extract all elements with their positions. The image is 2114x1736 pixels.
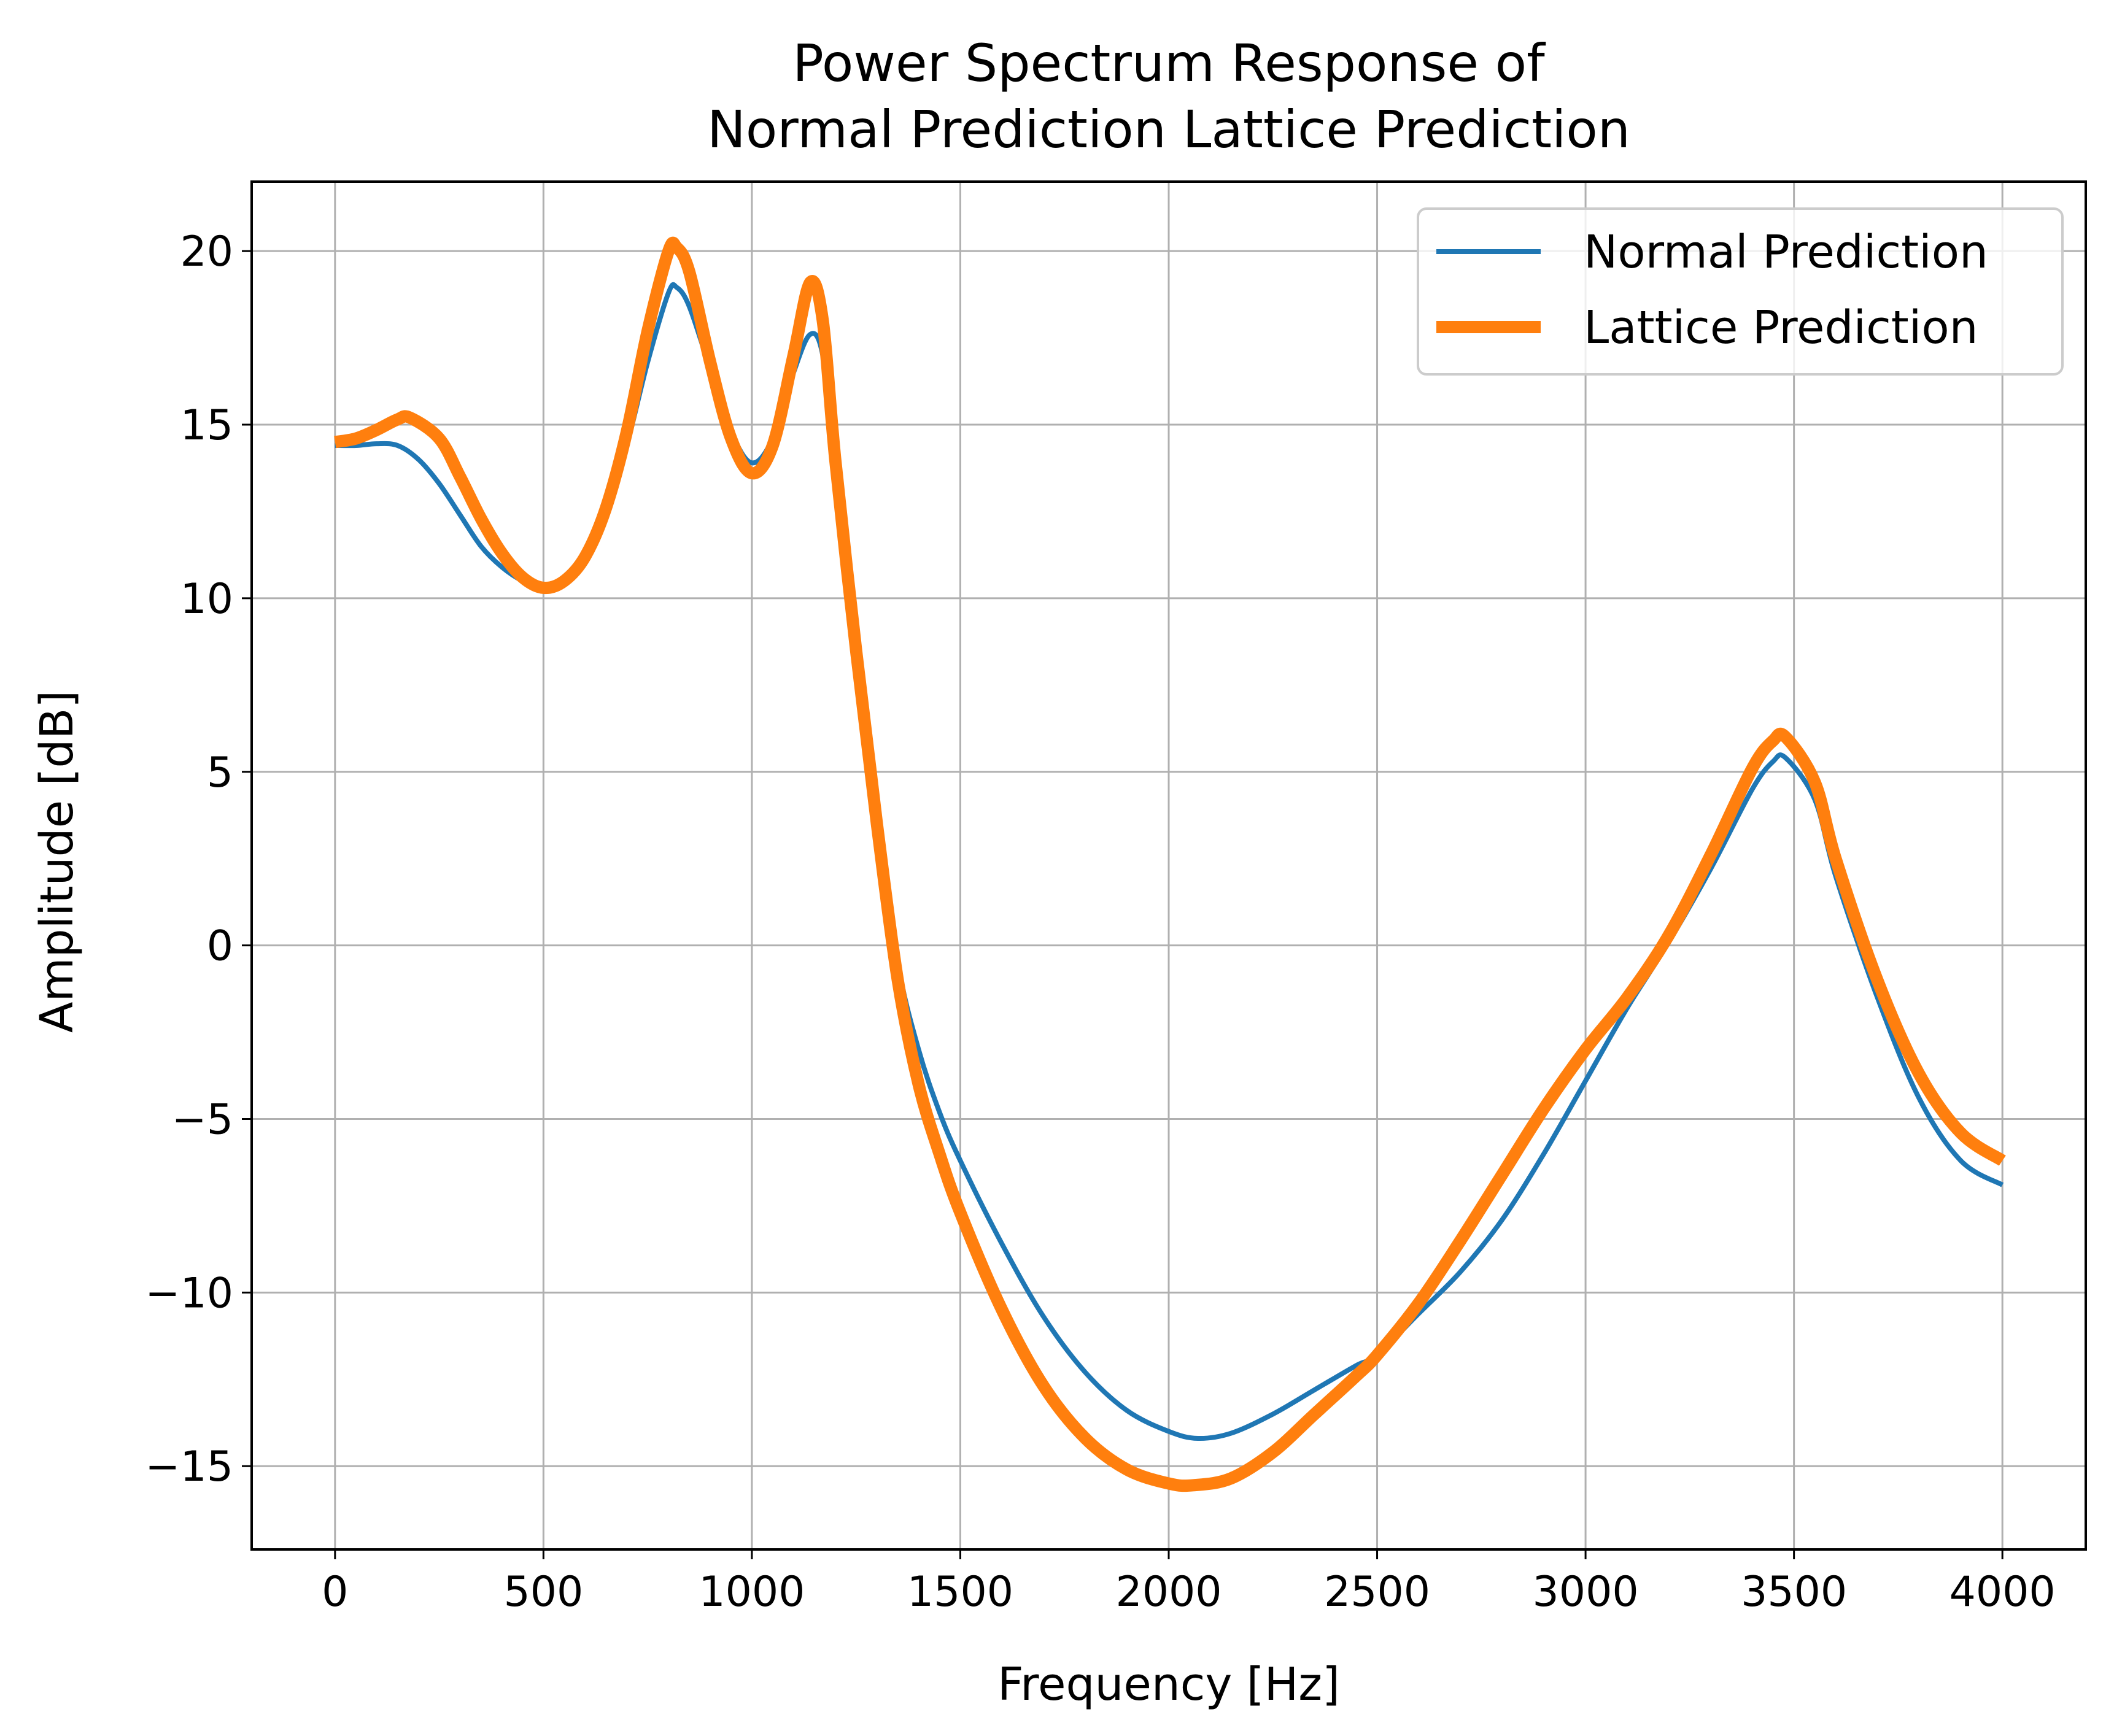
x-tick-label: 4000 xyxy=(1949,1568,2056,1616)
grid-lines xyxy=(252,182,2086,1549)
y-tick-label: 0 xyxy=(207,922,233,971)
legend-box xyxy=(1417,207,2064,376)
legend-label-lattice-prediction: Lattice Prediction xyxy=(1584,301,1978,354)
x-tick-label: 500 xyxy=(503,1568,583,1616)
x-tick-label: 2000 xyxy=(1115,1568,1222,1616)
y-tick-label: −15 xyxy=(145,1443,233,1491)
x-tick-label: 3000 xyxy=(1533,1568,1639,1616)
x-tick-label: 1000 xyxy=(699,1568,805,1616)
y-axis-ticks: −15 −10 −5 0 5 10 15 20 xyxy=(145,228,252,1491)
plot-area xyxy=(334,236,2006,1492)
y-tick-label: 15 xyxy=(180,401,233,450)
legend: Normal Prediction Lattice Prediction xyxy=(1417,207,2064,376)
y-axis-label: Amplitude [dB] xyxy=(31,690,83,1033)
x-tick-label: 1500 xyxy=(907,1568,1013,1616)
series-line-lattice-prediction xyxy=(334,236,2006,1492)
x-tick-label: 2500 xyxy=(1324,1568,1430,1616)
x-tick-label: 0 xyxy=(322,1568,348,1616)
x-axis-label: Frequency [Hz] xyxy=(997,1658,1340,1711)
y-tick-label: −5 xyxy=(172,1095,233,1144)
series-lines xyxy=(334,236,2006,1492)
y-tick-label: −10 xyxy=(145,1269,233,1317)
y-tick-label: 5 xyxy=(207,749,233,797)
x-axis-ticks: 0 500 1000 1500 2000 2500 3000 3500 4000 xyxy=(322,1549,2056,1616)
chart-title-line-1: Power Spectrum Response of xyxy=(792,33,1546,93)
chart-title-line-2: Normal Prediction Lattice Prediction xyxy=(707,99,1630,160)
y-tick-label: 10 xyxy=(180,575,233,623)
y-tick-label: 20 xyxy=(180,228,233,276)
x-tick-label: 3500 xyxy=(1741,1568,1847,1616)
legend-label-normal-prediction: Normal Prediction xyxy=(1584,226,1988,279)
